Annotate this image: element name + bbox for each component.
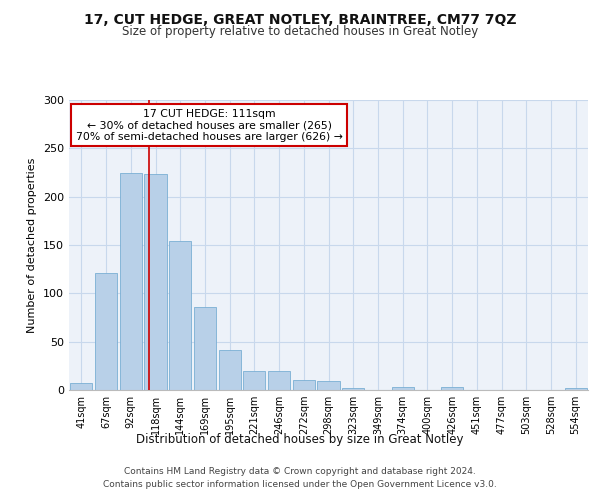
Bar [441, 387, 463, 390]
Bar [145, 174, 167, 390]
Text: Distribution of detached houses by size in Great Notley: Distribution of detached houses by size … [136, 432, 464, 446]
Text: 17, CUT HEDGE, GREAT NOTLEY, BRAINTREE, CM77 7QZ: 17, CUT HEDGE, GREAT NOTLEY, BRAINTREE, … [84, 12, 516, 26]
Text: 17 CUT HEDGE: 111sqm
← 30% of detached houses are smaller (265)
70% of semi-deta: 17 CUT HEDGE: 111sqm ← 30% of detached h… [76, 108, 343, 142]
Bar [293, 380, 315, 390]
Bar [317, 382, 340, 390]
Bar [218, 350, 241, 390]
Bar [194, 307, 216, 390]
Bar [565, 388, 587, 390]
Bar [243, 370, 265, 390]
Text: Size of property relative to detached houses in Great Notley: Size of property relative to detached ho… [122, 25, 478, 38]
Bar [70, 383, 92, 390]
Bar [392, 387, 414, 390]
Bar [169, 241, 191, 390]
Bar [95, 273, 117, 390]
Bar [342, 388, 364, 390]
Bar [119, 174, 142, 390]
Bar [268, 370, 290, 390]
Text: Contains public sector information licensed under the Open Government Licence v3: Contains public sector information licen… [103, 480, 497, 489]
Y-axis label: Number of detached properties: Number of detached properties [28, 158, 37, 332]
Text: Contains HM Land Registry data © Crown copyright and database right 2024.: Contains HM Land Registry data © Crown c… [124, 468, 476, 476]
